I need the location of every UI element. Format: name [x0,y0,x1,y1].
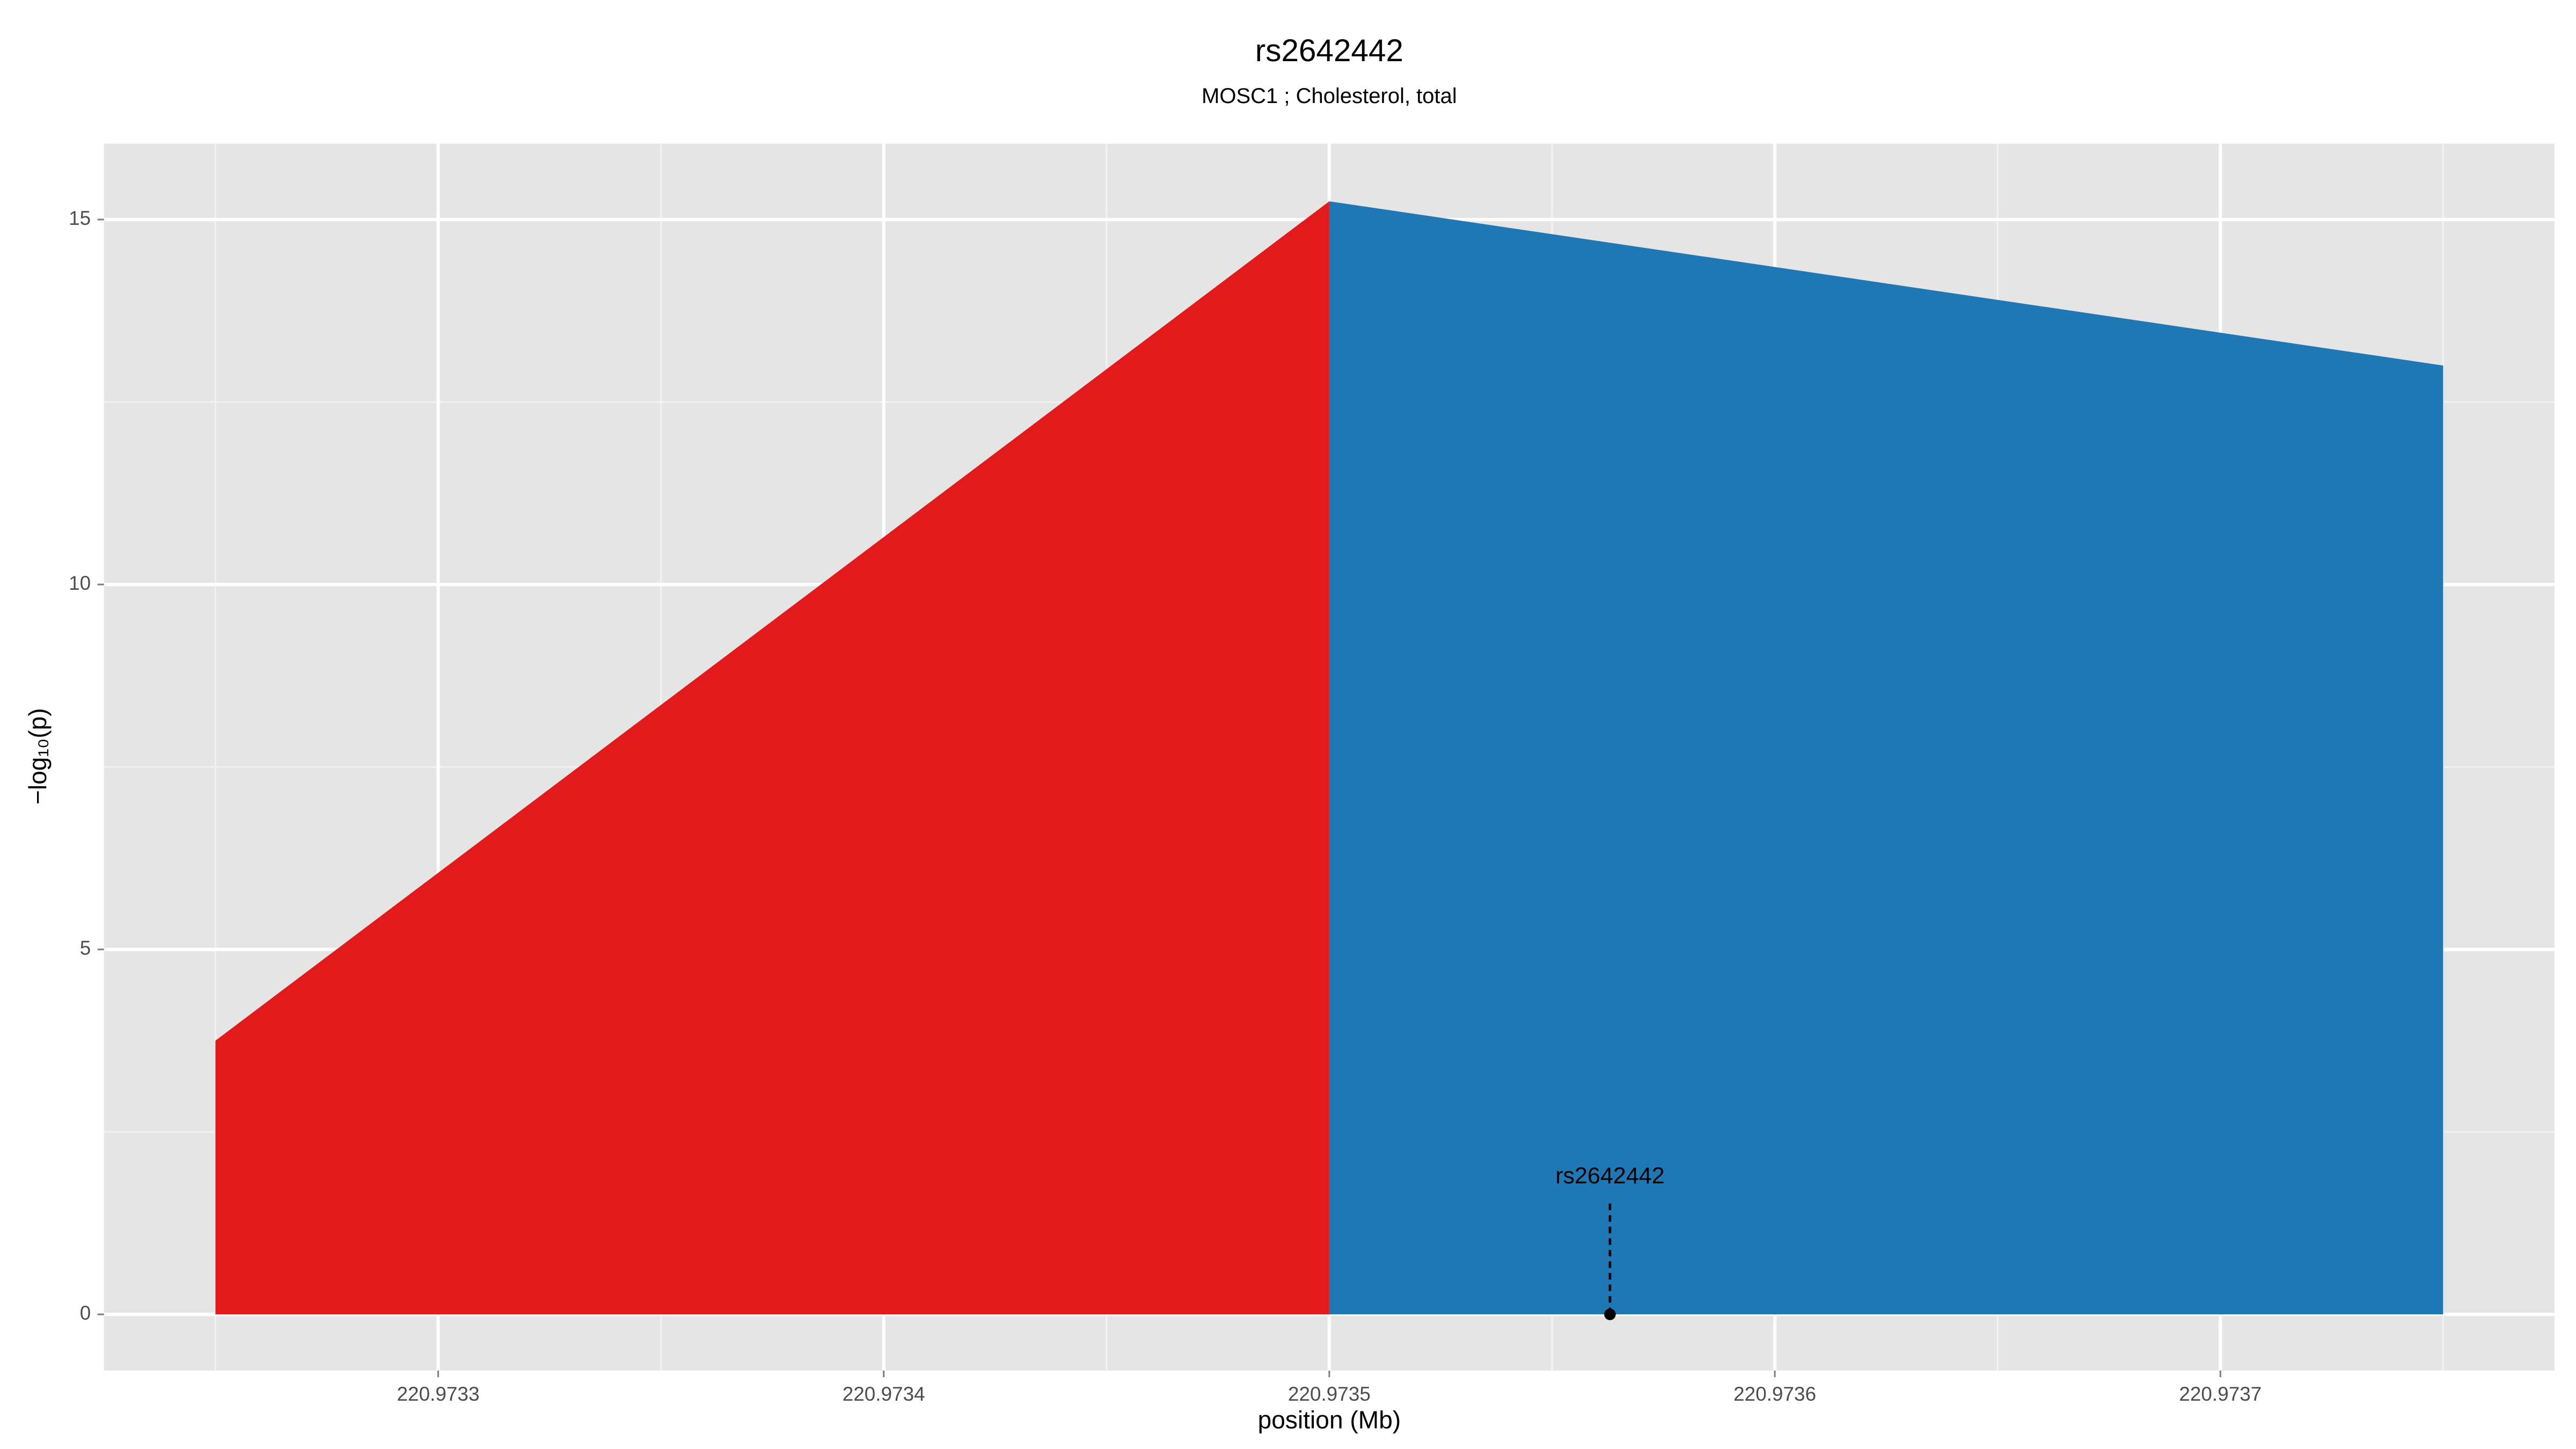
y-tick-label: 15 [69,207,91,229]
area [1329,201,2443,1315]
x-tick-label: 220.9736 [1733,1383,1816,1405]
x-axis-title: position (Mb) [1258,1406,1401,1433]
chart-title: rs2642442 [1255,33,1403,68]
annotation-point [1604,1308,1616,1320]
annotation-label: rs2642442 [1555,1163,1665,1189]
y-axis-title: −log₁₀(p) [24,708,52,804]
y-tick-label: 5 [80,937,91,959]
x-tick-label: 220.9735 [1288,1383,1371,1405]
chart-subtitle: MOSC1 ; Cholesterol, total [1202,84,1457,108]
area [215,201,1329,1315]
y-tick-label: 0 [80,1302,91,1324]
x-tick-label: 220.9734 [843,1383,925,1405]
y-tick-label: 10 [69,572,91,594]
x-tick-label: 220.9737 [2179,1383,2262,1405]
x-tick-label: 220.9733 [397,1383,480,1405]
